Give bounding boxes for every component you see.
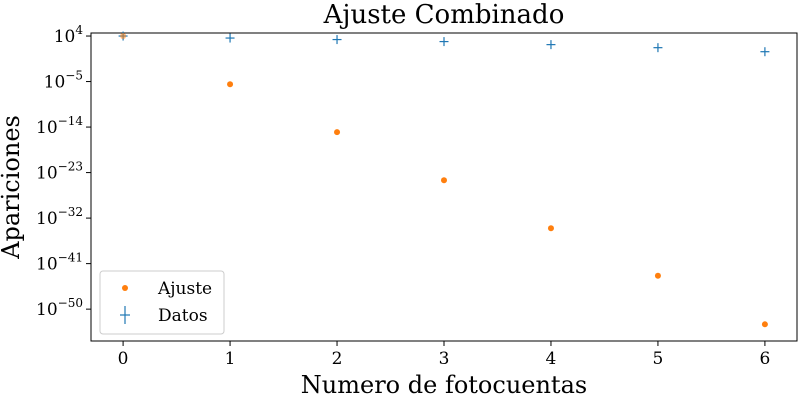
x-tick-label: 1 — [225, 349, 236, 369]
x-axis-label: Numero de fotocuentas — [301, 371, 587, 399]
x-tick-label: 4 — [546, 349, 557, 369]
legend-box — [99, 270, 225, 335]
datos-point — [225, 33, 235, 43]
ajuste-point — [227, 81, 234, 88]
ajuste-point — [654, 272, 661, 279]
legend-label-datos: Datos — [158, 306, 208, 326]
x-tick-label: 3 — [439, 349, 450, 369]
datos-point — [653, 43, 663, 53]
x-tick-label: 2 — [332, 349, 343, 369]
ajuste-point — [334, 129, 341, 136]
ajuste-point — [761, 321, 768, 328]
legend: Ajuste Datos — [99, 270, 225, 335]
legend-marker-ajuste — [122, 285, 128, 291]
y-tick-label: 10−14 — [36, 114, 83, 138]
y-tick-label: 10−23 — [36, 160, 83, 184]
y-axis: 104 10−5 10−14 10−23 10−32 10−41 10−50 — [36, 23, 91, 320]
datos-point — [760, 47, 770, 57]
chart-title: Ajuste Combinado — [323, 0, 565, 30]
ajuste-point — [120, 33, 127, 40]
y-axis-label: Apariciones — [0, 115, 25, 260]
x-tick-label: 0 — [118, 349, 129, 369]
y-tick-label: 104 — [54, 23, 84, 47]
datos-point — [332, 35, 342, 45]
x-axis: 0 1 2 3 4 5 6 — [118, 341, 770, 369]
data-marks — [118, 31, 770, 328]
ajuste-point — [547, 225, 554, 232]
datos-point — [439, 37, 449, 47]
x-tick-label: 5 — [653, 349, 664, 369]
ajuste-point — [441, 177, 447, 184]
legend-label-ajuste: Ajuste — [157, 279, 212, 299]
y-tick-label: 10−5 — [44, 69, 83, 93]
legend-marker-datos — [120, 306, 130, 324]
y-tick-label: 10−41 — [36, 251, 83, 275]
y-tick-label: 10−50 — [36, 296, 83, 320]
x-tick-label: 6 — [759, 349, 770, 369]
y-tick-label: 10−32 — [36, 205, 83, 229]
datos-point — [546, 40, 556, 50]
